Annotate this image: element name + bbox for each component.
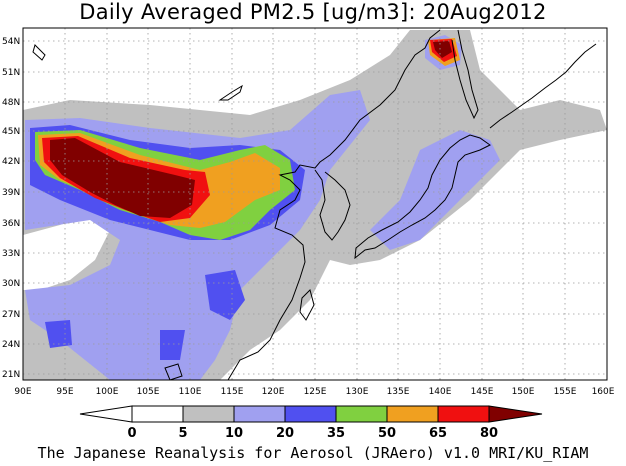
map-title: Daily Averaged PM2.5 [ug/m3]: 20Aug2012 <box>79 0 547 24</box>
lat-tick-label: 27N <box>2 310 20 320</box>
lat-tick-label: 21N <box>2 370 20 380</box>
colorbar-swatch <box>284 405 337 423</box>
lake-balkhash <box>32 44 46 61</box>
lon-tick-label: 135E <box>387 387 410 397</box>
lat-tick-label: 54N <box>2 37 20 47</box>
lat-tick-label: 39N <box>2 188 20 198</box>
lon-tick-label: 125E <box>304 387 327 397</box>
coastline-hainan <box>164 363 183 380</box>
lon-tick-label: 95E <box>56 387 73 397</box>
lon-tick-label: 130E <box>346 387 369 397</box>
lon-tick-label: 105E <box>137 387 160 397</box>
colorbar-label: 10 <box>225 426 243 441</box>
colorbar-swatch <box>335 405 388 423</box>
credit-line: The Japanese Reanalysis for Aerosol (JRA… <box>37 444 589 462</box>
colorbar-label: 50 <box>378 426 396 441</box>
coastlines <box>32 29 597 380</box>
colorbar-overflow-triangle <box>488 405 543 423</box>
colorbar-swatch <box>386 405 439 423</box>
lon-tick-label: 145E <box>471 387 494 397</box>
pm25-field <box>23 30 607 380</box>
colorbar-swatch <box>131 405 184 423</box>
coastline-kuril <box>489 43 597 129</box>
colorbar-label: 20 <box>276 426 294 441</box>
coastline-sakhalin <box>451 29 479 120</box>
lat-tick-labels: 54N 51N 48N 45N 42N 39N 36N 33N 30N 27N … <box>2 37 20 380</box>
lat-tick-label: 36N <box>2 219 20 229</box>
colorbar-swatch <box>233 405 286 423</box>
colorbar-swatch <box>437 405 490 423</box>
colorbar-swatch <box>182 405 235 423</box>
lon-tick-label: 100E <box>96 387 119 397</box>
lat-tick-label: 42N <box>2 157 20 167</box>
lake-baikal <box>218 84 243 101</box>
lat-tick-label: 51N <box>2 68 20 78</box>
lon-tick-label: 160E <box>592 387 615 397</box>
lat-tick-label: 48N <box>2 98 20 108</box>
colorbar-label: 65 <box>429 426 447 441</box>
lon-tick-label: 115E <box>221 387 244 397</box>
lon-tick-label: 120E <box>262 387 285 397</box>
lon-tick-label: 90E <box>14 387 31 397</box>
colorbar-underflow-triangle <box>79 405 133 423</box>
lon-tick-labels: 90E 95E 100E 105E 110E 115E 120E 125E 13… <box>14 387 614 397</box>
colorbar-label: 5 <box>178 426 187 441</box>
lon-tick-label: 155E <box>554 387 577 397</box>
lon-tick-label: 140E <box>429 387 452 397</box>
coastline-taiwan <box>299 289 315 321</box>
lat-tick-label: 33N <box>2 249 20 259</box>
colorbar-label: 0 <box>127 426 136 441</box>
graticule <box>23 28 607 380</box>
coastline-korea <box>314 169 351 241</box>
lat-tick-label: 24N <box>2 340 20 350</box>
lat-tick-label: 45N <box>2 127 20 137</box>
coastline-mainland <box>227 29 441 380</box>
colorbar: 0 5 10 20 35 50 65 80 <box>79 405 543 441</box>
map-frame <box>22 27 608 381</box>
lat-tick-label: 30N <box>2 279 20 289</box>
colorbar-label: 80 <box>480 426 498 441</box>
lon-tick-label: 150E <box>512 387 535 397</box>
coastline-japan <box>354 134 491 260</box>
lon-tick-label: 110E <box>179 387 202 397</box>
colorbar-label: 35 <box>327 426 345 441</box>
